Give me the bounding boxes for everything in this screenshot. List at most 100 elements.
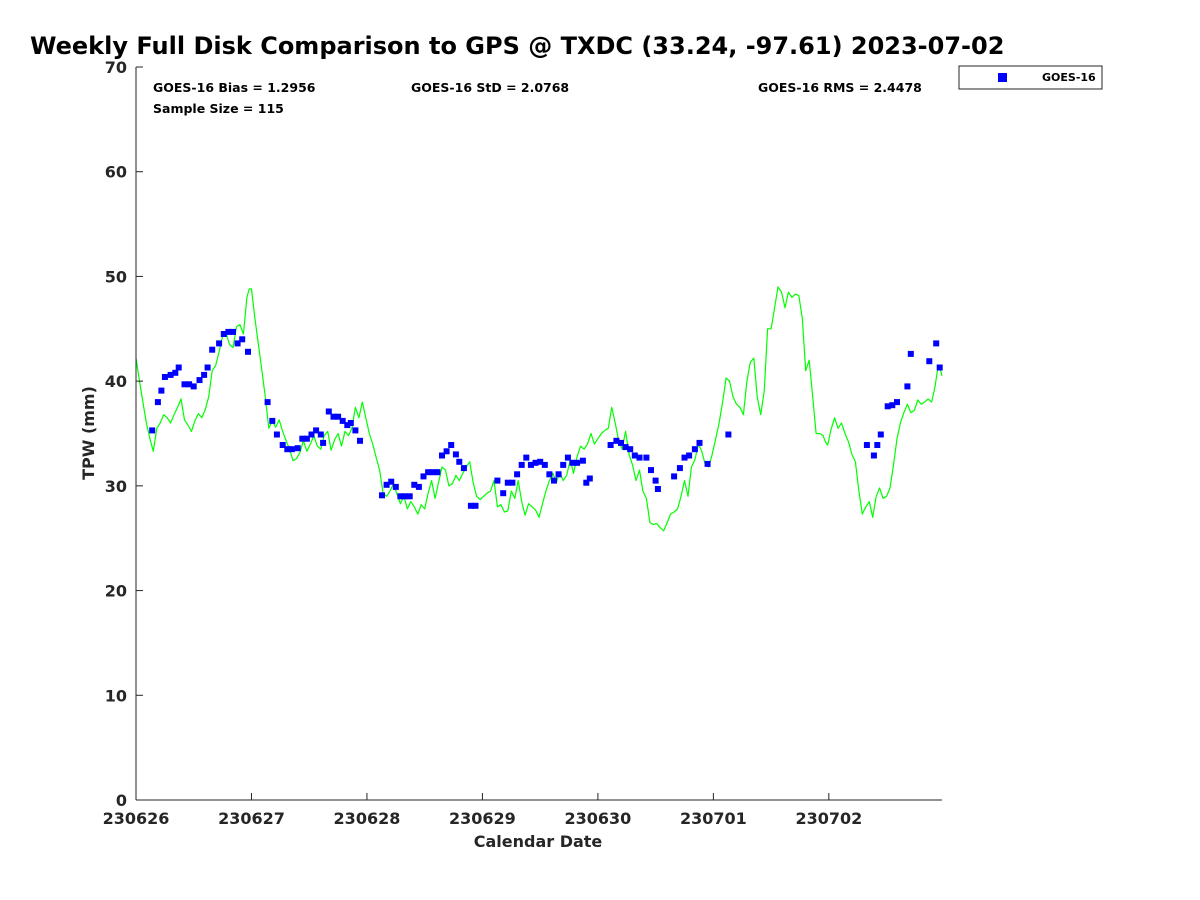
goes16-point (643, 454, 650, 461)
goes16-point (335, 413, 342, 420)
x-tick-label: 230702 (795, 809, 862, 828)
goes16-point (907, 350, 914, 357)
goes16-point (294, 445, 301, 452)
goes16-point (654, 486, 661, 492)
x-tick-label: 230628 (334, 809, 401, 828)
goes16-point (149, 427, 156, 434)
goes16-point (532, 459, 539, 466)
goes16-point (339, 417, 346, 424)
goes16-point (884, 403, 891, 410)
goes16-point (933, 340, 940, 347)
gps-series-line (135, 286, 943, 532)
goes16-point (636, 454, 643, 461)
goes16-point (500, 490, 507, 497)
x-tick-label: 230630 (564, 809, 631, 828)
goes16-point (352, 427, 359, 434)
goes16-point (308, 431, 315, 438)
goes16-point (411, 481, 418, 488)
goes16-point (551, 477, 557, 484)
x-tick-label: 230627 (218, 809, 285, 828)
goes16-point (172, 369, 179, 376)
legend-box (958, 65, 1103, 90)
goes16-point (725, 431, 732, 438)
goes16-point (579, 457, 586, 464)
goes16-point (613, 437, 620, 444)
goes16-point (574, 459, 581, 466)
goes16-point (686, 452, 693, 459)
goes16-point (631, 452, 638, 459)
goes16-point (607, 442, 614, 448)
goes16-point (406, 493, 413, 500)
goes16-point (175, 364, 182, 371)
goes16-point (230, 328, 236, 335)
y-tick-label: 60 (105, 163, 127, 182)
goes16-point (504, 479, 511, 486)
goes16-point (676, 465, 683, 472)
goes16-point (870, 452, 877, 459)
goes16-point (452, 451, 459, 458)
goes16-point (234, 340, 241, 347)
goes16-point (904, 383, 911, 390)
x-axis-label: Calendar Date (474, 832, 603, 851)
goes16-point (618, 439, 624, 446)
legend: GOES-16 (958, 65, 1103, 90)
goes16-point (158, 387, 165, 394)
goes16-point (889, 402, 896, 409)
goes16-point (264, 399, 271, 406)
y-tick-label: 40 (105, 372, 127, 391)
gps-line-layer (135, 286, 943, 532)
goes16-point (874, 442, 881, 448)
stat-bias: GOES-16 Bias = 1.2956 (153, 80, 316, 95)
legend-label: GOES-16 (1042, 71, 1096, 84)
goes16-point (894, 399, 900, 406)
y-axis-label: TPW (mm) (79, 386, 98, 480)
y-tick-label: 70 (105, 58, 127, 77)
goes16-marker-layer (149, 328, 943, 509)
goes16-point (555, 471, 562, 478)
goes16-point (279, 442, 286, 448)
goes16-point (420, 473, 427, 480)
goes16-point (472, 502, 479, 509)
goes16-point (225, 328, 232, 335)
stat-rms: GOES-16 RMS = 2.4478 (758, 80, 922, 95)
goes16-point (583, 479, 590, 486)
goes16-point (652, 477, 659, 484)
goes16-point (564, 454, 571, 461)
y-axis-ticks: 0 10 20 30 40 50 60 70 (105, 58, 143, 810)
goes16-point (220, 331, 227, 337)
goes16-point (347, 420, 354, 426)
goes16-point (288, 446, 295, 453)
goes16-point (269, 417, 276, 424)
goes16-point (541, 461, 548, 468)
goes16-point (926, 358, 933, 365)
goes16-point (154, 399, 161, 406)
chart-title: Weekly Full Disk Comparison to GPS @ TXD… (30, 32, 1004, 60)
goes16-point (681, 454, 688, 461)
x-tick-label: 230626 (103, 809, 170, 828)
goes16-point (622, 444, 629, 451)
goes16-point (325, 408, 332, 415)
goes16-point (443, 448, 450, 455)
goes16-point (448, 442, 455, 448)
goes16-point (494, 477, 501, 484)
goes16-point (429, 469, 436, 476)
goes16-point (537, 458, 544, 465)
goes16-point (181, 381, 188, 388)
goes16-point (392, 483, 399, 490)
goes16-point (344, 422, 351, 429)
y-tick-label: 30 (105, 477, 127, 496)
goes16-point (204, 364, 211, 371)
goes16-point (936, 364, 943, 371)
goes16-point (299, 435, 306, 442)
goes16-point (460, 465, 467, 472)
goes16-point (648, 467, 654, 474)
goes16-point (196, 377, 203, 384)
stat-std: GOES-16 StD = 2.0768 (411, 80, 569, 95)
y-tick-label: 0 (116, 791, 127, 810)
goes16-point (456, 458, 463, 465)
plot-area (136, 67, 942, 800)
goes16-point (245, 348, 251, 355)
goes16-point (514, 471, 521, 478)
x-tick-label: 230629 (449, 809, 516, 828)
goes16-point (523, 454, 530, 461)
